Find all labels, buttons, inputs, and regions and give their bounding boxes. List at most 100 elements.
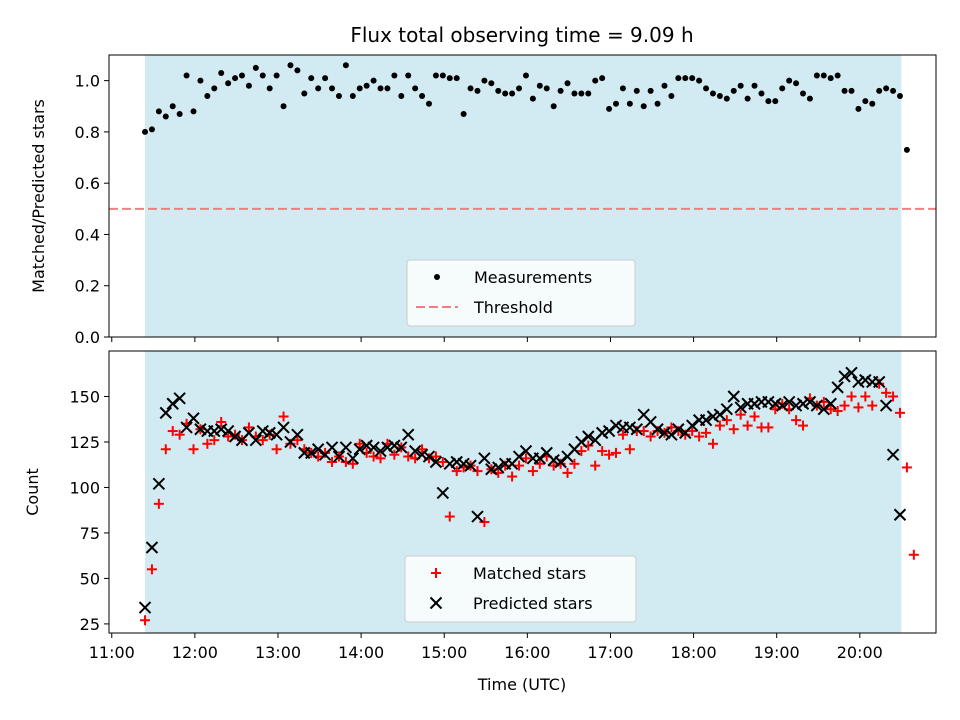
matched-star-point	[327, 456, 338, 467]
predicted-star-point	[672, 423, 685, 436]
measurement-point	[252, 64, 259, 71]
measurement-point	[543, 85, 550, 92]
matched-star-point	[798, 420, 809, 431]
matched-star-point	[500, 460, 511, 471]
measurement-point	[536, 82, 543, 89]
legend-predicted-label: Predicted stars	[473, 594, 593, 613]
measurement-point	[813, 72, 820, 79]
matched-star-point	[569, 458, 580, 469]
x-tick-label: 17:00	[587, 643, 633, 662]
x-tick-label: 13:00	[255, 643, 301, 662]
measurement-point	[335, 93, 342, 100]
matched-star-point	[285, 438, 296, 449]
count-legend-box	[404, 555, 637, 623]
measurement-point	[723, 95, 730, 102]
measurement-point	[384, 85, 391, 92]
predicted-star-point	[803, 395, 817, 409]
predicted-star-point	[422, 450, 436, 463]
measurement-point	[211, 85, 218, 92]
measurement-point	[453, 75, 460, 82]
measurement-point	[834, 72, 841, 79]
matched-star-point	[777, 398, 788, 409]
measurement-point	[398, 93, 405, 100]
predicted-star-point	[810, 399, 824, 412]
matched-star-point	[687, 426, 698, 437]
predicted-star-point	[872, 375, 886, 389]
matched-star-point	[209, 435, 220, 446]
ratio-panel-frame	[108, 54, 937, 338]
measurement-point	[266, 85, 273, 92]
measurement-point	[682, 75, 689, 82]
ratio-panel: 0.0 0.2 0.4 0.6 0.8 1.0 Matched/Predicted sta…	[29, 54, 937, 347]
matched-star-point	[479, 517, 490, 528]
predicted-star-point	[831, 381, 844, 394]
measurement-point	[765, 98, 772, 105]
predicted-star-point	[464, 459, 477, 472]
matched-star-point	[375, 453, 386, 464]
measurement-point	[405, 72, 412, 79]
matched-star-point	[292, 435, 303, 446]
measurement-point	[619, 85, 626, 92]
matched-star-point	[257, 435, 268, 446]
predicted-star-point	[886, 448, 900, 461]
matched-star-point	[908, 549, 919, 560]
matched-star-point	[735, 409, 746, 420]
matched-star-point	[437, 456, 448, 467]
matched-star-point	[714, 420, 725, 431]
measurement-point	[730, 87, 737, 94]
predicted-star-point	[630, 423, 643, 436]
count-y-tick-label: 50	[80, 569, 100, 588]
predicted-star-point	[277, 421, 290, 434]
ratio-legend-box	[406, 259, 636, 327]
predicted-star-point	[138, 601, 152, 614]
predicted-star-point	[720, 403, 734, 416]
measurement-point	[613, 100, 620, 107]
predicted-star-point	[478, 452, 491, 465]
matched-star-point	[520, 453, 531, 464]
predicted-star-point	[817, 403, 831, 416]
count-y-tick-label: 150	[69, 387, 100, 406]
matched-star-point	[223, 431, 234, 442]
matched-star-point	[728, 424, 739, 435]
measurement-point	[647, 87, 654, 94]
matched-star-point	[368, 451, 379, 462]
measurement-point	[786, 77, 793, 84]
count-x-ticks: 11:00 12:00 13:00 14:00 15:00 16:00 17:00 18:00…	[89, 633, 883, 662]
measurement-point	[744, 95, 751, 102]
x-tick-label: 20:00	[837, 643, 883, 662]
measurement-points	[142, 62, 910, 153]
measurement-point	[377, 85, 384, 92]
predicted-star-point	[665, 428, 678, 441]
x-axis-label: Time (UTC)	[477, 675, 566, 694]
matched-star-point	[604, 449, 615, 460]
matched-star-point	[576, 446, 587, 457]
matched-star-point	[146, 564, 157, 575]
x-tick-label: 15:00	[421, 643, 467, 662]
predicted-star-point	[187, 412, 200, 425]
predicted-star-point	[554, 455, 567, 469]
measurement-point	[322, 75, 329, 82]
legend-predicted-x	[429, 596, 443, 610]
measurement-point	[668, 93, 675, 100]
x-tick-label: 16:00	[504, 643, 550, 662]
count-y-tick-label: 100	[69, 478, 100, 497]
measurement-point	[238, 72, 245, 79]
predicted-star-point	[575, 435, 588, 449]
matched-star-point	[888, 391, 899, 402]
matched-star-point	[597, 446, 608, 457]
matched-star-point	[611, 447, 622, 458]
ratio-y-tick-label: 0.2	[75, 277, 100, 296]
ratio-y-ticks: 0.0 0.2 0.4 0.6 0.8 1.0	[75, 72, 109, 347]
matched-star-point	[167, 426, 178, 437]
measurement-point	[855, 105, 862, 112]
measurement-point	[363, 82, 370, 89]
measurement-point	[606, 105, 613, 112]
count-y-tick-label: 125	[69, 433, 100, 452]
measurement-point	[827, 75, 834, 82]
count-y-axis-label: Count	[23, 468, 42, 516]
x-tick-label: 12:00	[172, 643, 218, 662]
ratio-y-axis-label: Matched/Predicted stars	[29, 99, 48, 293]
predicted-star-point	[582, 430, 595, 443]
measurement-point	[432, 72, 439, 79]
measurement-point	[232, 75, 239, 82]
